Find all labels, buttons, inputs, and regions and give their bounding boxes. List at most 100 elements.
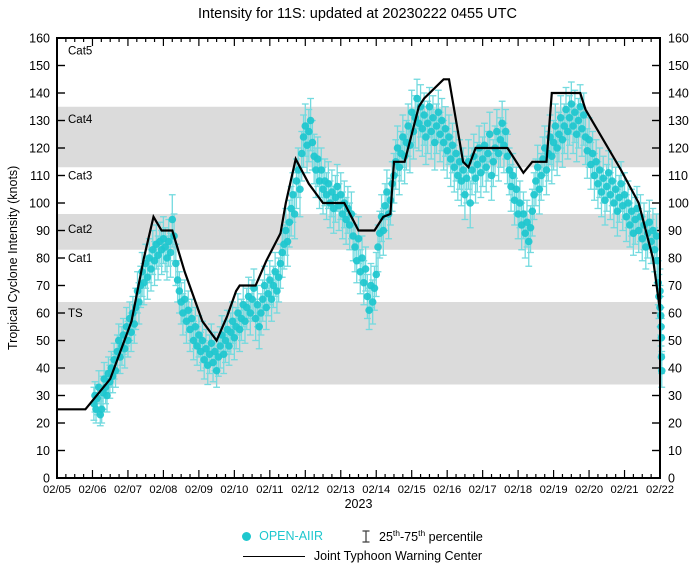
data-point [645,218,654,227]
y-tick-label-right: 20 [668,417,682,431]
data-point [579,111,588,119]
data-point [266,276,274,284]
data-point [562,105,570,114]
data-point [114,336,123,345]
category-label-cat2: Cat2 [68,224,92,236]
data-point [537,171,545,180]
errorbar-icon [362,529,370,543]
y-tick-label-right: 10 [668,444,682,458]
data-point [477,168,485,177]
y-tick-label-right: 60 [668,307,682,321]
data-point [430,138,439,147]
jtwc-line [57,78,662,411]
data-point [563,127,572,136]
data-point [147,265,155,273]
data-point [345,221,354,229]
data-point [485,130,494,139]
data-point [569,122,577,130]
data-point [455,157,464,166]
data-point [496,135,505,144]
y-tick-label-left: 20 [36,417,50,431]
data-point [193,342,201,350]
data-point [505,166,514,174]
data-point [336,190,345,199]
data-point [255,322,263,331]
y-tick-label-right: 40 [668,362,682,376]
data-point [461,190,469,199]
data-point [135,298,143,306]
x-tick-label: 02/16 [433,484,461,496]
data-point [638,234,647,243]
y-tick-label-right: 90 [668,224,682,238]
data-point [626,221,634,229]
data-point [608,177,616,185]
data-point [148,245,157,254]
jtwc-line-icon [242,555,305,557]
data-point [235,325,244,334]
data-point [450,163,459,172]
x-tick-label: 02/14 [362,484,390,496]
data-point [601,196,609,205]
data-point [494,149,503,158]
data-point [187,314,196,323]
data-point [166,248,175,257]
data-point [446,155,455,163]
data-point [555,130,563,139]
y-tick-label-right: 110 [668,169,688,183]
data-point [487,171,496,180]
y-tick-label-left: 50 [36,334,50,348]
data-point [516,199,524,207]
x-tick-label: 02/09 [185,484,213,496]
open-aiir-dot-icon [242,531,252,541]
data-point [257,309,265,317]
data-point [551,122,560,130]
y-tick-label-left: 30 [36,389,50,403]
data-point [553,144,561,152]
data-point [198,336,207,345]
data-point [395,163,404,172]
data-point [274,273,283,282]
data-point [512,185,521,194]
data-point [524,237,533,246]
data-point [634,226,643,235]
data-point [281,226,290,235]
data-point [354,234,363,243]
x-tick-label: 02/13 [327,484,355,496]
data-point [260,281,269,290]
y-tick-label-right: 80 [668,252,682,266]
legend-row-1: OPEN-AIIR 25th-75th percentile [0,528,699,544]
data-point [415,119,423,128]
data-point [241,317,249,326]
data-point [429,113,437,122]
data-point [657,333,666,342]
x-tick-label: 02/19 [540,484,568,496]
data-point [292,177,301,185]
category-label-cat3: Cat3 [68,171,92,183]
data-point [585,135,593,144]
x-tick-label: 02/05 [43,484,71,496]
data-point [393,144,402,152]
data-point [258,295,267,304]
data-point [319,185,327,194]
x-tick-label: 02/22 [646,484,674,496]
data-point [454,171,462,180]
data-point [328,188,336,196]
data-point [202,344,210,353]
data-point [473,160,482,169]
data-point [271,267,279,276]
data-point [173,276,182,284]
data-point [92,405,100,414]
data-point [207,339,216,348]
y-tick-label-left: 10 [36,444,50,458]
legend-open-aiir-label: OPEN-AIIR [259,529,324,544]
data-point [574,116,583,125]
x-tick-label: 02/06 [78,484,106,496]
data-point [436,130,444,139]
data-point [620,190,629,199]
data-point [604,168,613,177]
data-point [413,94,421,103]
data-point [459,166,467,174]
category-label-cat1: Cat1 [68,253,92,265]
data-point [489,157,498,166]
data-point [466,199,475,207]
